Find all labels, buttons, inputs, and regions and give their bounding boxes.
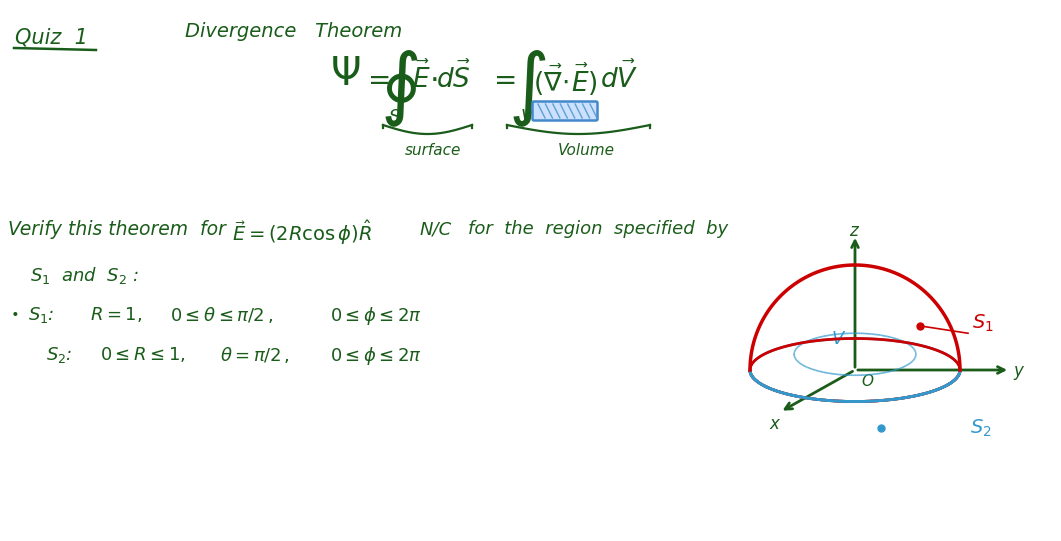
Text: x: x <box>769 415 779 433</box>
Text: surface: surface <box>405 143 462 158</box>
Text: z: z <box>849 222 857 240</box>
Text: $0\leq\theta\leq\pi/2\,,$: $0\leq\theta\leq\pi/2\,,$ <box>170 305 274 325</box>
Text: $S_1$  and  $S_2$ :: $S_1$ and $S_2$ : <box>30 265 139 286</box>
Text: Quiz  1: Quiz 1 <box>15 28 88 48</box>
Text: $0\leq R\leq 1,$: $0\leq R\leq 1,$ <box>100 345 186 364</box>
Text: $\theta=\pi/2\,,$: $\theta=\pi/2\,,$ <box>220 345 290 365</box>
Text: $R=1,$: $R=1,$ <box>90 305 142 324</box>
Text: $S_1$: $S_1$ <box>972 312 994 334</box>
Text: $S_1$:: $S_1$: <box>28 305 54 325</box>
Text: $0\leq\phi\leq 2\pi$: $0\leq\phi\leq 2\pi$ <box>330 345 422 367</box>
Text: $\oint$: $\oint$ <box>380 48 418 129</box>
Text: $=$: $=$ <box>488 65 516 93</box>
FancyBboxPatch shape <box>533 102 597 121</box>
Text: Volume: Volume <box>558 143 615 158</box>
Text: $d\vec{V}$: $d\vec{V}$ <box>601 62 639 94</box>
Text: $\vec{E}=(2R\cos\phi)\hat{R}$: $\vec{E}=(2R\cos\phi)\hat{R}$ <box>232 218 372 247</box>
Text: for  the  region  specified  by: for the region specified by <box>468 220 728 238</box>
Text: N/C: N/C <box>420 220 452 238</box>
Text: V: V <box>832 330 845 348</box>
Text: $S$: $S$ <box>388 108 401 126</box>
Text: $\vec{E}$: $\vec{E}$ <box>412 62 431 94</box>
Text: O: O <box>860 374 873 389</box>
Text: $(\vec{\nabla}\!\cdot\!\vec{E})$: $(\vec{\nabla}\!\cdot\!\vec{E})$ <box>533 62 597 98</box>
Text: Divergence   Theorem: Divergence Theorem <box>185 22 402 41</box>
Text: $0\leq\phi\leq 2\pi$: $0\leq\phi\leq 2\pi$ <box>330 305 422 327</box>
Text: y: y <box>1013 362 1023 380</box>
Text: $\bullet$: $\bullet$ <box>10 305 18 319</box>
Text: $S_2$:: $S_2$: <box>46 345 72 365</box>
Text: $S_2$: $S_2$ <box>970 417 992 439</box>
Text: $\cdot$: $\cdot$ <box>429 65 437 94</box>
Text: Verify this theorem  for: Verify this theorem for <box>8 220 226 239</box>
Text: $=$: $=$ <box>362 65 389 93</box>
Text: $V$: $V$ <box>520 108 536 126</box>
Text: $\int$: $\int$ <box>508 48 546 129</box>
Text: $d\vec{S}$: $d\vec{S}$ <box>436 62 471 94</box>
Text: $\Psi$: $\Psi$ <box>330 55 361 93</box>
